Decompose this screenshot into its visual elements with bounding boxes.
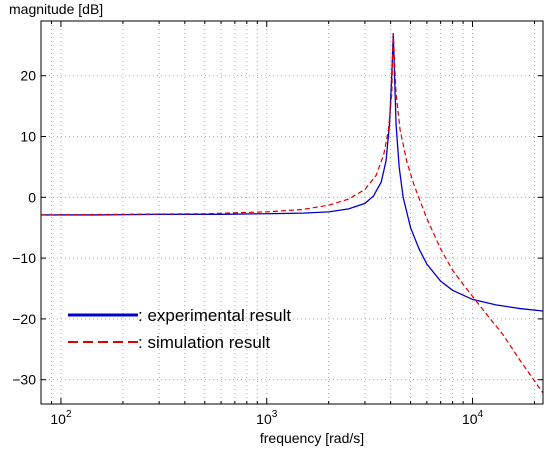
plot-frame (40, 20, 544, 405)
y-tick-label: 20 (20, 68, 36, 84)
series-layer (41, 33, 543, 394)
series-line-2 (41, 33, 543, 394)
x-tick-label: 103 (256, 409, 278, 427)
y-tick-label: −30 (12, 372, 36, 388)
y-tick-label: −20 (12, 311, 36, 327)
x-axis-title: frequency [rad/s] (260, 430, 364, 446)
ticks (40, 21, 543, 404)
legend: : experimental result : simulation result (68, 306, 291, 352)
y-tick-label: 0 (28, 189, 36, 205)
series-line-1 (41, 33, 543, 312)
y-axis-title: magnitude [dB] (9, 1, 103, 17)
legend-label-2: : simulation result (138, 333, 271, 352)
legend-label-1: : experimental result (138, 306, 291, 325)
y-tick-label: −10 (12, 250, 36, 266)
tick-labels: 20 10 0 −10 −20 −30 102 103 104 (12, 68, 483, 427)
grid-lines (40, 21, 543, 404)
y-tick-label: 10 (20, 129, 36, 145)
x-tick-label: 102 (50, 409, 72, 427)
x-tick-label: 104 (462, 409, 484, 427)
